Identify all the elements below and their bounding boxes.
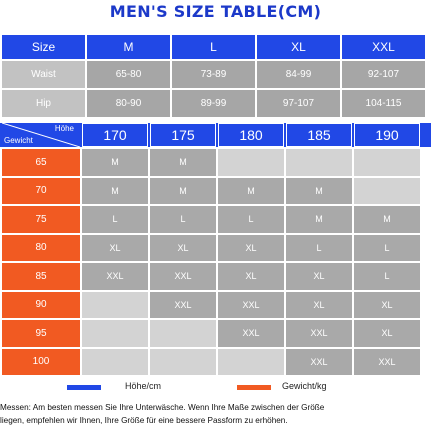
waist-row: Waist 65-80 73-89 84-99 92-107 bbox=[2, 61, 425, 88]
size-cell: XXL bbox=[286, 348, 352, 375]
size-cell: M bbox=[354, 206, 420, 233]
measure-cell: 73-89 bbox=[172, 61, 255, 88]
size-cell: M bbox=[150, 177, 216, 204]
size-cell bbox=[286, 149, 352, 176]
height-header-cell: 175 bbox=[150, 123, 216, 147]
measure-cell: 104-115 bbox=[342, 90, 425, 117]
weight-legend-swatch bbox=[237, 385, 271, 390]
size-cell: L bbox=[354, 263, 420, 290]
fit-table-row: 90 XXL XXL XL XL bbox=[2, 291, 420, 318]
fit-table-row: 80 XL XL XL L L bbox=[2, 234, 420, 261]
page-title: MEN'S SIZE TABLE(CM) bbox=[109, 2, 322, 21]
fit-table-row: 85 XXL XXL XL XL L bbox=[2, 263, 420, 290]
weight-legend-label: Gewicht/kg bbox=[282, 381, 327, 391]
measure-cell: 80-90 bbox=[87, 90, 170, 117]
weight-cell: 75 bbox=[2, 206, 80, 233]
weight-cell: 80 bbox=[2, 234, 80, 261]
size-cell bbox=[82, 348, 148, 375]
size-cell: L bbox=[286, 234, 352, 261]
weight-cell: 100 bbox=[2, 348, 80, 375]
fit-table-row: 65 M M bbox=[2, 149, 420, 176]
note-line-2: liegen, empfehlen wir Ihnen, Ihre Größe … bbox=[0, 416, 288, 425]
size-cell: XXL bbox=[150, 291, 216, 318]
measure-cell: 84-99 bbox=[257, 61, 340, 88]
height-legend-label: Höhe/cm bbox=[125, 381, 162, 391]
corner-diagonal bbox=[2, 123, 80, 147]
size-cell: XL bbox=[286, 263, 352, 290]
size-cell: XXL bbox=[218, 320, 284, 347]
size-measurement-table: Size M L XL XXL Waist 65-80 73-89 84-99 … bbox=[0, 33, 427, 119]
weight-cell: 85 bbox=[2, 263, 80, 290]
size-cell: XXL bbox=[82, 263, 148, 290]
measure-cell: 65-80 bbox=[87, 61, 170, 88]
size-cell: M bbox=[286, 206, 352, 233]
size-cell: XL bbox=[150, 234, 216, 261]
measure-cell: 97-107 bbox=[257, 90, 340, 117]
size-cell: XL bbox=[354, 291, 420, 318]
weight-cell: 95 bbox=[2, 320, 80, 347]
fit-table-row: 75 L L L M M bbox=[2, 206, 420, 233]
measure-cell: 89-99 bbox=[172, 90, 255, 117]
fit-table-body: 65 M M 70 M M M M 75 L L L M M 80 XL XL XL L L 85 XXL XXL XL XL L… bbox=[2, 149, 420, 375]
height-header-row: Höhe Gewicht 170 175 180 185 190 bbox=[2, 123, 420, 147]
size-header-cell: L bbox=[172, 35, 255, 59]
size-header-cell: XL bbox=[257, 35, 340, 59]
size-cell bbox=[354, 177, 420, 204]
legend: Höhe/cm Gewicht/kg bbox=[0, 381, 431, 395]
watermark-text: IPG Trust EOOD bbox=[34, 20, 156, 36]
height-weight-fit-table: Höhe Gewicht 170 175 180 185 190 65 M M 70 M… bbox=[0, 121, 422, 377]
size-cell: XL bbox=[218, 263, 284, 290]
size-cell: M bbox=[218, 177, 284, 204]
size-cell: M bbox=[82, 177, 148, 204]
size-cell: L bbox=[150, 206, 216, 233]
size-cell: XXL bbox=[150, 263, 216, 290]
note-line-1: Messen: Am besten messen Sie Ihre Unterw… bbox=[0, 403, 325, 412]
height-legend-swatch bbox=[67, 385, 101, 390]
size-cell: XL bbox=[354, 320, 420, 347]
measure-cell: 92-107 bbox=[342, 61, 425, 88]
size-cell bbox=[82, 320, 148, 347]
corner-height-label: Höhe bbox=[54, 124, 74, 133]
size-header-cell: Size bbox=[2, 35, 85, 59]
fit-table-row: 70 M M M M bbox=[2, 177, 420, 204]
size-cell bbox=[218, 149, 284, 176]
hip-row: Hip 80-90 89-99 97-107 104-115 bbox=[2, 90, 425, 117]
size-cell bbox=[82, 291, 148, 318]
weight-cell: 90 bbox=[2, 291, 80, 318]
size-cell bbox=[150, 320, 216, 347]
size-cell: XL bbox=[218, 234, 284, 261]
size-header-cell: M bbox=[87, 35, 170, 59]
height-header-cell: 180 bbox=[218, 123, 284, 147]
size-header-cell: XXL bbox=[342, 35, 425, 59]
size-cell: L bbox=[218, 206, 284, 233]
size-cell: M bbox=[150, 149, 216, 176]
row-label: Waist bbox=[2, 61, 85, 88]
size-cell bbox=[150, 348, 216, 375]
corner-weight-label: Gewicht bbox=[4, 136, 33, 145]
weight-cell: 65 bbox=[2, 149, 80, 176]
size-cell: XXL bbox=[286, 320, 352, 347]
size-cell bbox=[218, 348, 284, 375]
size-cell bbox=[354, 149, 420, 176]
size-cell: M bbox=[82, 149, 148, 176]
size-cell: XL bbox=[286, 291, 352, 318]
height-header-cell: 170 bbox=[82, 123, 148, 147]
size-cell: L bbox=[82, 206, 148, 233]
size-cell: M bbox=[286, 177, 352, 204]
size-cell: L bbox=[354, 234, 420, 261]
size-cell: XXL bbox=[218, 291, 284, 318]
size-header-row: Size M L XL XXL bbox=[2, 35, 425, 59]
size-cell: XL bbox=[82, 234, 148, 261]
weight-cell: 70 bbox=[2, 177, 80, 204]
height-header-cell: 190 bbox=[354, 123, 420, 147]
row-label: Hip bbox=[2, 90, 85, 117]
fit-table-row: 100 XXL XXL bbox=[2, 348, 420, 375]
corner-cell: Höhe Gewicht bbox=[2, 123, 80, 147]
fit-table-row: 95 XXL XXL XL bbox=[2, 320, 420, 347]
size-cell: XXL bbox=[354, 348, 420, 375]
height-header-cell: 185 bbox=[286, 123, 352, 147]
